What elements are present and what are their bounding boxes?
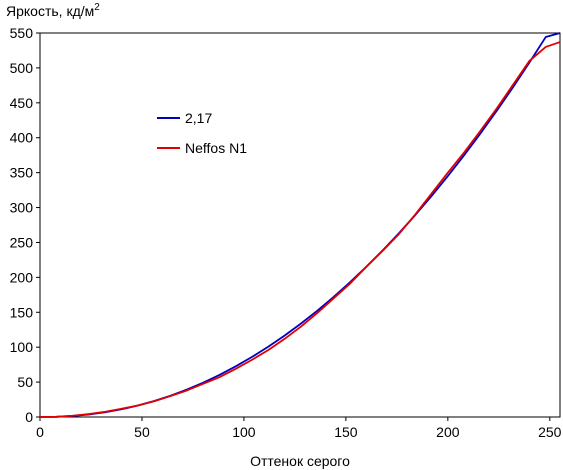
x-axis-title: Оттенок серого [250, 453, 350, 469]
series-line-2 [39, 41, 561, 418]
x-axis: 0 50 100 150 200 250 [36, 417, 562, 440]
x-tick-label: 150 [334, 424, 358, 440]
y-tick-label: 150 [10, 304, 34, 320]
legend-label-1: 2,17 [185, 110, 212, 126]
series-layer [39, 32, 561, 418]
y-tick-label: 250 [10, 234, 34, 250]
y-tick-label: 500 [10, 60, 34, 76]
legend: 2,17 Neffos N1 [157, 110, 247, 156]
x-tick-label: 50 [134, 424, 150, 440]
y-axis-title-superscript: 2 [94, 2, 100, 13]
x-tick-label: 200 [436, 424, 460, 440]
plot-frame [39, 32, 561, 418]
y-axis-title-text: Яркость, кд/м2 [6, 2, 100, 19]
y-tick-label: 550 [10, 25, 34, 41]
y-axis-title: Яркость, кд/м2 [6, 2, 100, 19]
series-line-1 [39, 32, 561, 418]
y-tick-label: 0 [25, 409, 33, 425]
y-tick-label: 450 [10, 95, 34, 111]
plot-area [39, 32, 561, 418]
x-tick-label: 100 [232, 424, 256, 440]
y-tick-label: 200 [10, 269, 34, 285]
y-tick-label: 300 [10, 200, 34, 216]
x-tick-label: 250 [538, 424, 562, 440]
x-tick-label: 0 [36, 424, 44, 440]
y-axis: 0 50 100 150 200 250 300 350 400 450 500 550 [10, 25, 40, 425]
y-tick-label: 100 [10, 339, 34, 355]
legend-label-2: Neffos N1 [185, 140, 247, 156]
y-tick-label: 400 [10, 130, 34, 146]
y-tick-label: 350 [10, 165, 34, 181]
y-axis-title-main: Яркость, кд/м [6, 3, 94, 19]
y-tick-label: 50 [17, 374, 33, 390]
